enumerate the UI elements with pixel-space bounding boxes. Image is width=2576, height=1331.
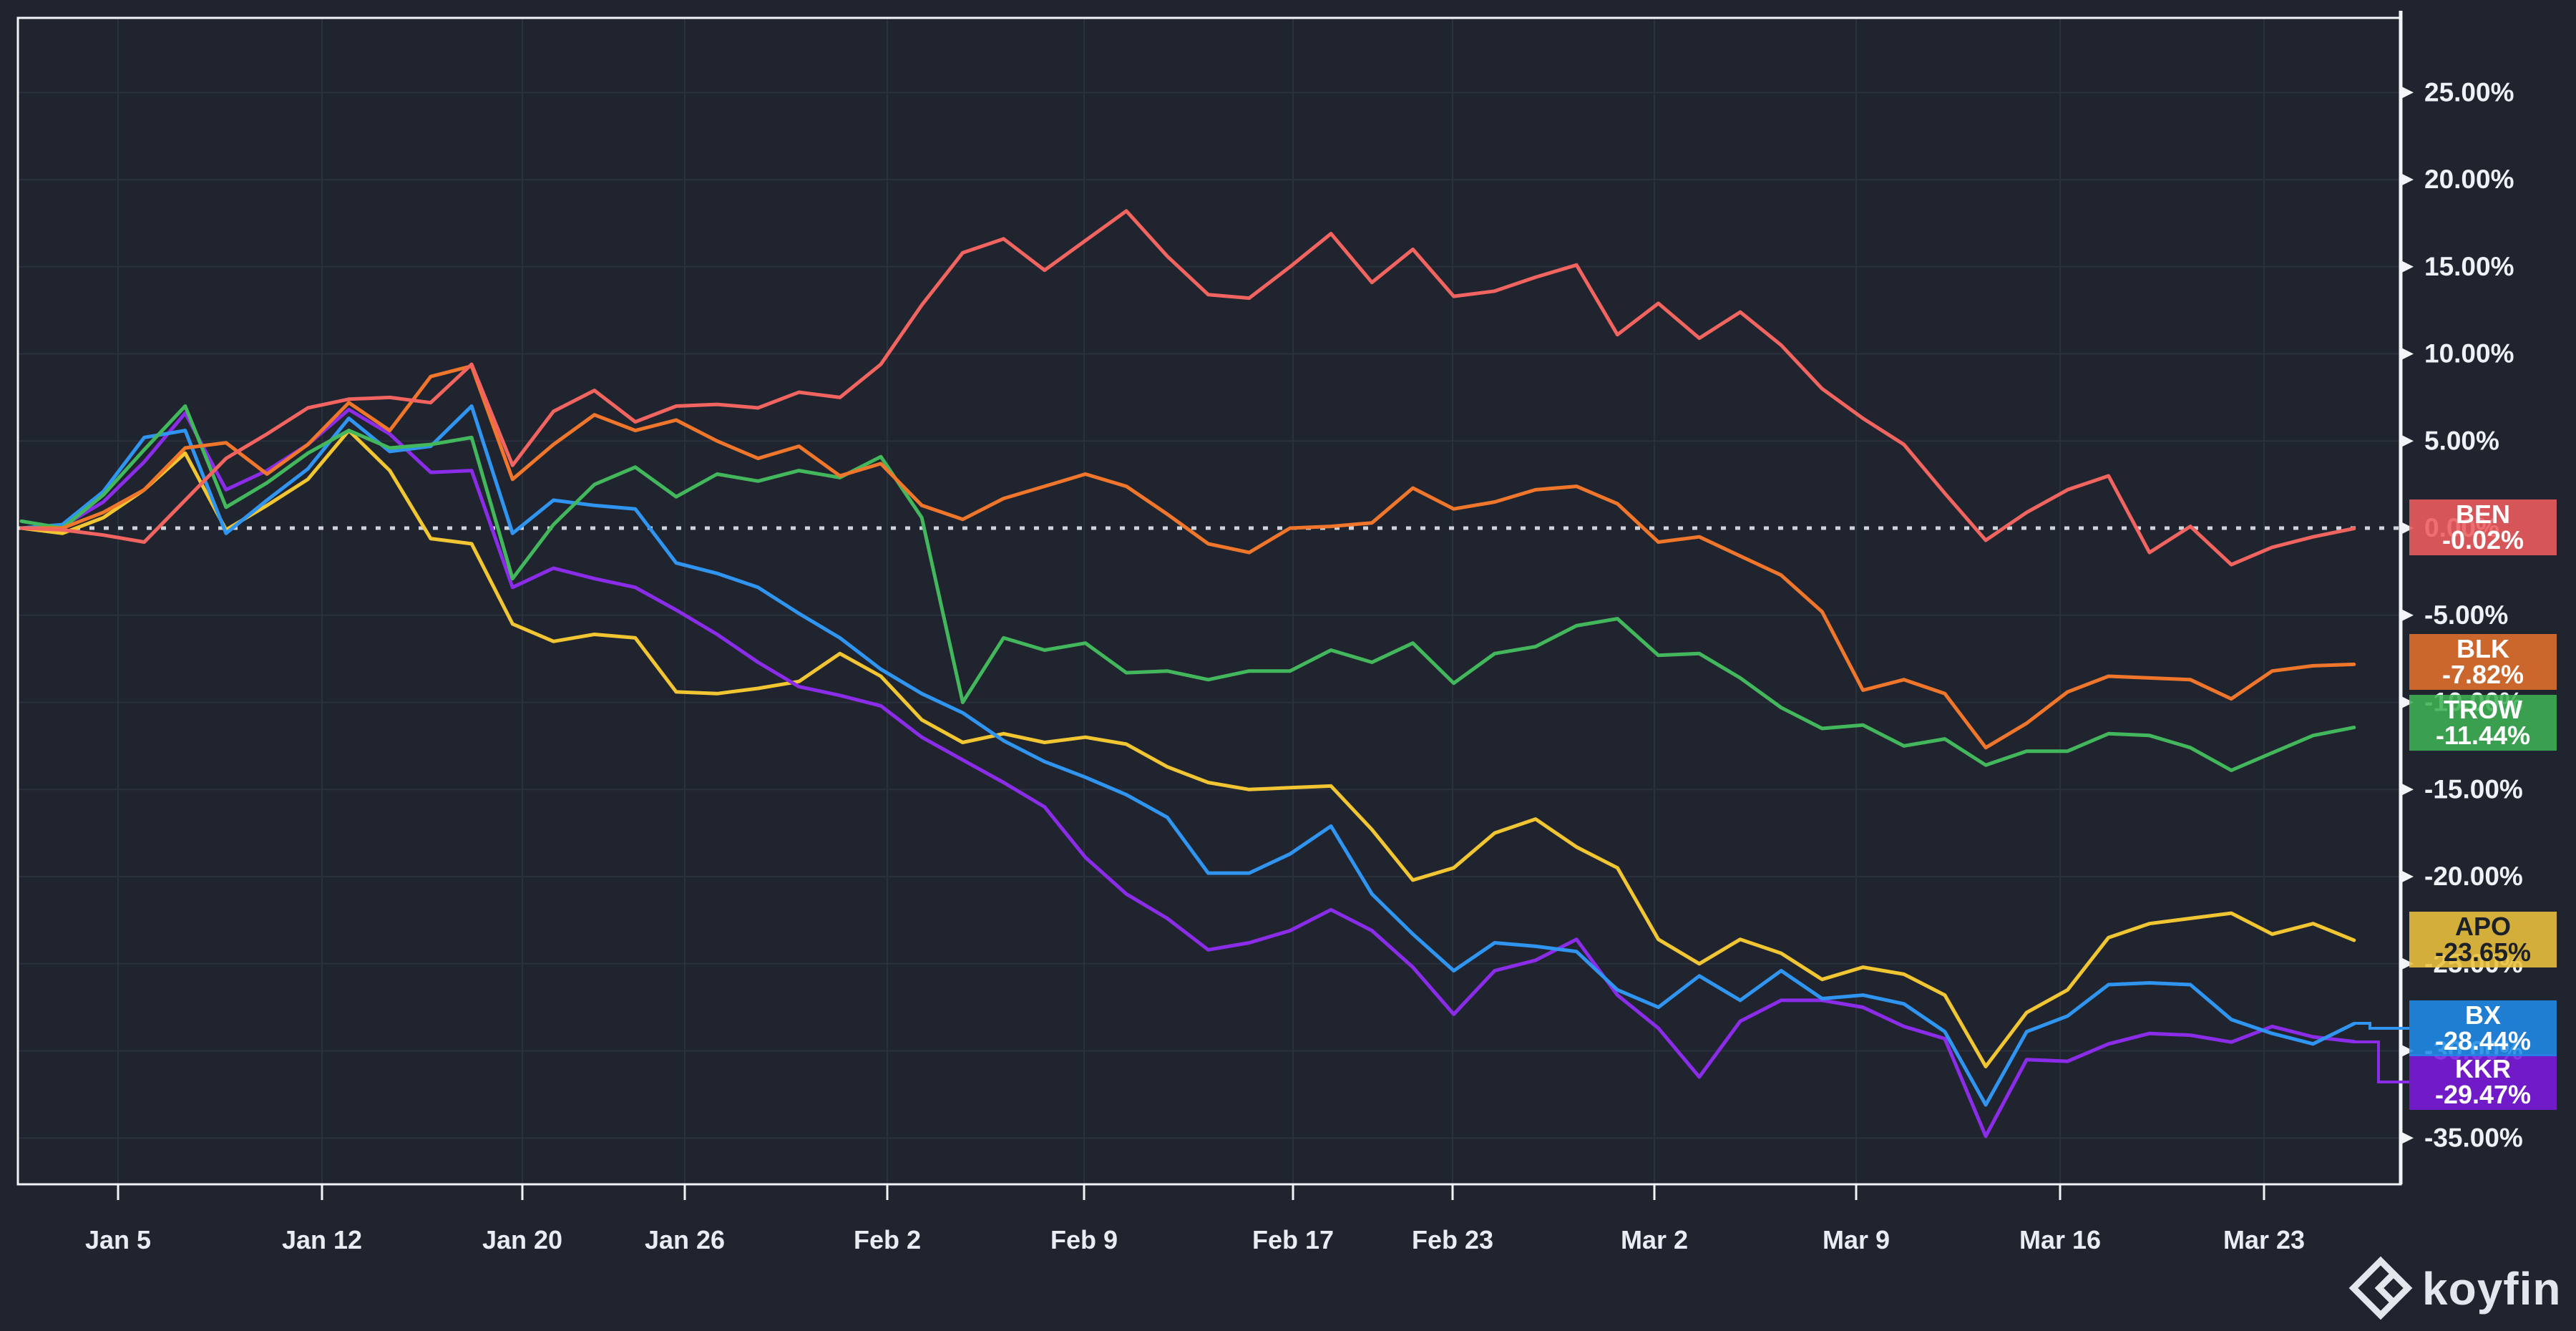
badge-ticker-BLK: BLK	[2457, 634, 2509, 663]
koyfin-logo-text: koyfin	[2422, 1263, 2561, 1315]
last-value-badge-KKR[interactable]	[2409, 1054, 2557, 1110]
badge-value-BEN: -0.02%	[2442, 525, 2524, 555]
y-axis-tick-label: -15.00%	[2424, 774, 2523, 804]
y-axis-tick-arrow	[2401, 347, 2414, 361]
frame-layer	[16, 11, 2403, 1186]
last-value-badges-layer: APO-23.65% KKR-29.47% BX-28.44% TROW-11.44%…	[2354, 499, 2557, 1110]
series-layer	[19, 209, 2356, 1139]
x-axis-tick-label: Jan 12	[282, 1225, 362, 1254]
x-axis-tick-label: Mar 16	[2019, 1225, 2101, 1254]
y-axis-tick-arrow	[2401, 783, 2414, 796]
y-axis-tick-arrow	[2401, 86, 2414, 99]
y-axis-tick-arrow	[2401, 260, 2414, 273]
x-axis-tick-label: Feb 17	[1252, 1225, 1334, 1254]
plot-background[interactable]	[18, 18, 2401, 1184]
y-axis-tick-label: -20.00%	[2424, 862, 2523, 891]
series-line-BEN[interactable]	[19, 209, 2356, 567]
x-axis-tick-label: Jan 20	[482, 1225, 562, 1254]
badge-value-APO: -23.65%	[2435, 937, 2531, 967]
y-axis-tick-label: 10.00%	[2424, 339, 2514, 369]
series-line-BLK[interactable]	[19, 364, 2356, 750]
x-axis-tick-label: Mar 2	[1621, 1225, 1688, 1254]
y-axis-tick-arrow	[2401, 608, 2414, 622]
y-axis-tick-arrow	[2401, 434, 2414, 448]
y-axis-tick-arrow	[2401, 522, 2414, 535]
x-axis-tick-label: Jan 5	[85, 1225, 151, 1254]
x-axis-tick-label: Feb 2	[854, 1225, 921, 1254]
y-axis-tick-label: -35.00%	[2424, 1123, 2523, 1152]
last-value-badge-BX[interactable]	[2409, 1000, 2557, 1056]
y-axis-tick-arrow	[2401, 870, 2414, 883]
badge-ticker-BEN: BEN	[2456, 499, 2510, 529]
y-axis-tick-arrow	[2401, 696, 2414, 709]
y-axis-layer: 25.00%20.00%15.00%10.00%5.00%0.00%-5.00%…	[2401, 77, 2523, 1152]
koyfin-logo: koyfin	[2348, 1256, 2561, 1320]
badge-value-TROW: -11.44%	[2436, 721, 2530, 750]
series-line-TROW[interactable]	[19, 404, 2356, 772]
y-axis-tick-label: 20.00%	[2424, 165, 2514, 194]
y-axis-tick-arrow	[2401, 957, 2414, 970]
last-value-badge-BLK[interactable]	[2409, 634, 2557, 690]
y-axis-tick-label: 15.00%	[2424, 252, 2514, 281]
last-value-badge-TROW[interactable]	[2409, 695, 2557, 751]
last-value-badge-BEN[interactable]	[2409, 499, 2557, 555]
x-axis-tick-label: Feb 9	[1050, 1225, 1118, 1254]
x-axis-tick-label: Mar 23	[2223, 1225, 2305, 1254]
y-axis-tick-label: 25.00%	[2424, 77, 2514, 107]
x-axis-tick-label: Feb 23	[1412, 1225, 1493, 1254]
koyfin-logo-icon-chevron	[2374, 1272, 2396, 1305]
y-axis-tick-arrow	[2401, 1131, 2414, 1145]
badge-ticker-KKR: KKR	[2455, 1054, 2511, 1083]
badge-connector-BX	[2354, 1022, 2409, 1030]
series-line-BX[interactable]	[19, 404, 2356, 1107]
series-line-APO[interactable]	[19, 429, 2356, 1068]
y-axis-tick-arrow	[2401, 1044, 2414, 1058]
last-value-badge-APO[interactable]	[2409, 912, 2557, 967]
series-line-KKR[interactable]	[19, 407, 2356, 1139]
koyfin-logo-icon	[2348, 1256, 2413, 1320]
x-axis-tick-label: Mar 9	[1823, 1225, 1890, 1254]
x-axis-tick-label: Jan 26	[645, 1225, 725, 1254]
badge-connector-KKR	[2354, 1040, 2409, 1083]
badge-ticker-TROW: TROW	[2444, 695, 2522, 724]
badge-value-KKR: -29.47%	[2435, 1080, 2531, 1109]
badge-ticker-BX: BX	[2465, 1000, 2501, 1030]
badge-value-BLK: -7.82%	[2442, 660, 2524, 689]
grid-layer	[18, 18, 2401, 1184]
y-axis-tick-arrow	[2401, 173, 2414, 186]
y-axis-tick-label: 5.00%	[2424, 426, 2499, 455]
x-axis-layer: Jan 5 Jan 12 Jan 20 Jan 26 Feb 2 Feb 9 Feb 17 F…	[85, 1184, 2305, 1254]
badge-value-BX: -28.44%	[2435, 1026, 2531, 1055]
y-axis-tick-label: -5.00%	[2424, 600, 2508, 630]
badge-ticker-APO: APO	[2455, 912, 2511, 941]
